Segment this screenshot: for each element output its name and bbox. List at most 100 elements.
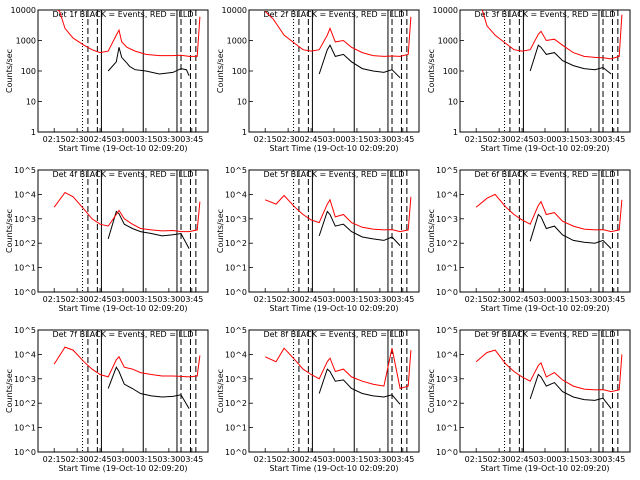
plot-frame <box>248 169 420 293</box>
lld-series-line <box>264 11 412 57</box>
y-tick-label: 10^0 <box>14 288 36 297</box>
x-tick-label: 02:45 <box>89 455 112 464</box>
x-tick-label: 03:45 <box>602 295 625 304</box>
lld-series-line <box>56 10 201 57</box>
y-axis-label: Counts/sec <box>5 209 14 253</box>
x-tick-label: 03:00 <box>111 455 134 464</box>
x-tick-label: 03:15 <box>556 135 579 144</box>
events-series-line <box>107 210 190 249</box>
chart-panel-4: Det 4f BLACK = Events, RED = LLD 02:15 02:… <box>5 166 209 313</box>
x-tick-label: 03:30 <box>579 135 602 144</box>
x-tick-label: 03:15 <box>345 295 368 304</box>
x-tick-label: 03:15 <box>345 455 368 464</box>
x-tick-label: 02:30 <box>66 455 89 464</box>
x-tick-label: 03:00 <box>322 455 345 464</box>
chart-title: Det 6f BLACK = Events, RED = LLD <box>474 170 615 179</box>
chart-title: Det 4f BLACK = Events, RED = LLD <box>52 170 193 179</box>
y-tick-label: 10^2 <box>436 239 458 248</box>
x-tick-label: 02:15 <box>465 135 488 144</box>
x-tick-label: 03:15 <box>134 295 157 304</box>
y-tick-label: 10^2 <box>225 399 247 408</box>
x-axis-label: Start Time (19-Oct-10 02:09:20) <box>58 464 187 473</box>
y-axis-label: Counts/sec <box>427 49 436 93</box>
x-tick-label: 03:00 <box>322 135 345 144</box>
y-axis-label: Counts/sec <box>216 49 225 93</box>
y-tick-label: 10^0 <box>436 288 458 297</box>
x-tick-label: 02:30 <box>488 135 511 144</box>
x-tick-label: 03:30 <box>157 135 180 144</box>
plot-frame <box>37 329 209 453</box>
y-tick-label: 10000 <box>222 6 247 15</box>
x-tick-label: 02:15 <box>254 455 277 464</box>
lld-series-line <box>264 347 412 390</box>
chart-title: Det 1f BLACK = Events, RED = LLD <box>52 10 193 19</box>
x-tick-label: 03:30 <box>157 455 180 464</box>
y-tick-label: 10^4 <box>14 350 36 359</box>
x-tick-label: 02:30 <box>66 135 89 144</box>
x-tick-label: 02:45 <box>511 455 534 464</box>
x-axis-label: Start Time (19-Oct-10 02:09:20) <box>58 144 187 153</box>
y-tick-label: 1 <box>31 128 36 137</box>
x-tick-label: 02:45 <box>89 295 112 304</box>
x-tick-label: 03:00 <box>111 135 134 144</box>
y-tick-label: 10^1 <box>225 424 247 433</box>
y-tick-label: 10^0 <box>436 448 458 457</box>
x-tick-label: 03:45 <box>391 135 414 144</box>
y-tick-label: 10^2 <box>14 399 36 408</box>
plot-frame <box>37 9 209 133</box>
lld-series-line <box>481 10 623 60</box>
y-tick-label: 100 <box>443 67 458 76</box>
x-tick-label: 03:30 <box>368 135 391 144</box>
y-tick-label: 1000 <box>227 37 247 46</box>
lld-series-line <box>475 349 623 393</box>
x-axis-label: Start Time (19-Oct-10 02:09:20) <box>480 144 609 153</box>
y-tick-label: 10^0 <box>225 448 247 457</box>
x-axis-label: Start Time (19-Oct-10 02:09:20) <box>58 304 187 313</box>
x-tick-label: 03:30 <box>157 295 180 304</box>
y-tick-label: 10^5 <box>14 326 36 335</box>
y-tick-label: 10^4 <box>14 190 36 199</box>
x-tick-label: 03:00 <box>322 295 345 304</box>
plot-frame <box>459 169 631 293</box>
y-tick-label: 10^2 <box>225 239 247 248</box>
events-series-line <box>318 368 401 405</box>
y-tick-label: 10^5 <box>225 326 247 335</box>
chart-title: Det 3f BLACK = Events, RED = LLD <box>474 10 615 19</box>
plot-frame <box>248 329 420 453</box>
x-tick-label: 03:00 <box>111 295 134 304</box>
y-axis-label: Counts/sec <box>427 369 436 413</box>
chart-title: Det 5f BLACK = Events, RED = LLD <box>263 170 404 179</box>
y-tick-label: 10^4 <box>225 350 247 359</box>
x-axis-label: Start Time (19-Oct-10 02:09:20) <box>480 464 609 473</box>
y-tick-label: 100 <box>21 67 36 76</box>
events-series-line <box>107 47 190 76</box>
x-tick-label: 02:15 <box>43 295 66 304</box>
y-axis-label: Counts/sec <box>216 209 225 253</box>
y-tick-label: 10 <box>237 98 247 107</box>
y-tick-label: 10^0 <box>14 448 36 457</box>
x-tick-label: 03:00 <box>533 295 556 304</box>
chart-title: Det 7f BLACK = Events, RED = LLD <box>52 330 193 339</box>
chart-panel-3: Det 3f BLACK = Events, RED = LLD 02:15 02:… <box>427 6 631 153</box>
y-tick-label: 10^1 <box>14 264 36 273</box>
x-tick-label: 03:30 <box>579 295 602 304</box>
x-tick-label: 02:30 <box>488 455 511 464</box>
x-tick-label: 02:45 <box>511 295 534 304</box>
x-axis-label: Start Time (19-Oct-10 02:09:20) <box>269 144 398 153</box>
lld-series-line <box>53 191 201 233</box>
y-tick-label: 10^1 <box>436 264 458 273</box>
x-tick-label: 02:30 <box>277 295 300 304</box>
y-tick-label: 10^1 <box>225 264 247 273</box>
y-axis-label: Counts/sec <box>427 209 436 253</box>
y-tick-label: 10 <box>448 98 458 107</box>
y-tick-label: 10^3 <box>225 375 247 384</box>
y-tick-label: 1 <box>453 128 458 137</box>
x-tick-label: 02:30 <box>277 455 300 464</box>
y-tick-label: 10^4 <box>436 190 458 199</box>
x-tick-label: 03:45 <box>602 455 625 464</box>
x-tick-label: 03:00 <box>533 455 556 464</box>
